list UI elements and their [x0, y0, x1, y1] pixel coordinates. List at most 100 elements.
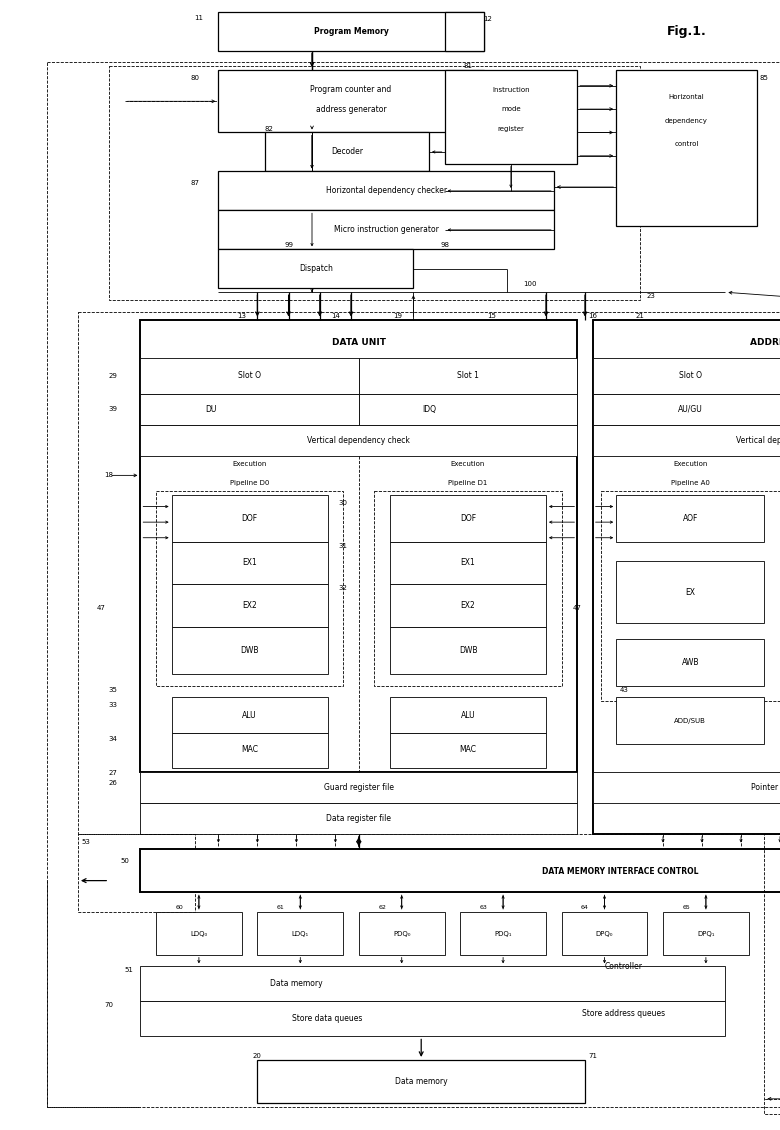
Bar: [663, 912, 749, 955]
Text: Data register file: Data register file: [326, 814, 392, 823]
Text: DOF: DOF: [242, 514, 257, 523]
Bar: [390, 495, 546, 541]
Text: 27: 27: [108, 770, 118, 776]
Bar: [218, 11, 484, 51]
Bar: [172, 627, 328, 675]
Bar: [359, 393, 577, 425]
Text: Micro instruction generator: Micro instruction generator: [334, 225, 438, 234]
Bar: [140, 772, 577, 802]
Text: DPQ₁: DPQ₁: [697, 931, 714, 937]
Bar: [374, 490, 562, 686]
Text: 87: 87: [190, 180, 200, 186]
Text: Slot 1: Slot 1: [457, 371, 479, 380]
Text: MAC: MAC: [241, 745, 258, 754]
Text: 51: 51: [124, 967, 133, 973]
Text: ADDRESS UNIT: ADDRESS UNIT: [750, 338, 780, 347]
Text: 19: 19: [393, 313, 402, 319]
Text: 30: 30: [339, 499, 348, 505]
Text: Program Memory: Program Memory: [314, 27, 388, 36]
Text: address generator: address generator: [316, 105, 386, 114]
Text: Dispatch: Dispatch: [299, 264, 333, 273]
Bar: [78, 312, 780, 834]
Bar: [616, 495, 764, 541]
Text: 71: 71: [588, 1053, 597, 1059]
Text: DATA MEMORY INTERFACE CONTROL: DATA MEMORY INTERFACE CONTROL: [542, 867, 698, 876]
Bar: [172, 495, 328, 541]
Bar: [218, 210, 554, 250]
Text: EX2: EX2: [461, 601, 475, 610]
Text: AOF: AOF: [682, 514, 698, 523]
Text: EX1: EX1: [243, 558, 257, 567]
Bar: [616, 697, 764, 745]
Text: Data memory: Data memory: [395, 1077, 448, 1086]
Text: Execution: Execution: [451, 461, 485, 467]
Text: 13: 13: [237, 313, 246, 319]
Bar: [218, 250, 413, 288]
Text: 18: 18: [105, 472, 114, 478]
Bar: [140, 850, 780, 893]
Bar: [140, 802, 577, 834]
Text: EX: EX: [686, 588, 695, 597]
Text: Pipeline D1: Pipeline D1: [448, 480, 488, 486]
Text: mode: mode: [501, 106, 521, 112]
Text: ADD/SUB: ADD/SUB: [675, 718, 706, 724]
Bar: [593, 320, 780, 834]
Text: Execution: Execution: [673, 461, 707, 467]
Bar: [265, 132, 429, 172]
Text: 82: 82: [264, 125, 274, 131]
Bar: [359, 912, 445, 955]
Text: control: control: [674, 141, 699, 147]
Text: 21: 21: [635, 313, 644, 319]
Text: 50: 50: [120, 858, 129, 864]
Bar: [78, 834, 195, 912]
Bar: [257, 912, 343, 955]
Text: ALU: ALU: [461, 711, 475, 720]
Text: Execution: Execution: [232, 461, 267, 467]
Bar: [593, 393, 780, 425]
Text: 98: 98: [440, 243, 449, 249]
Text: EX2: EX2: [243, 601, 257, 610]
Bar: [390, 627, 546, 675]
Bar: [218, 172, 554, 210]
Bar: [593, 425, 780, 455]
Bar: [616, 70, 757, 226]
Bar: [390, 584, 546, 627]
Text: AU/GU: AU/GU: [678, 405, 703, 414]
Text: 31: 31: [339, 542, 348, 548]
Text: 15: 15: [487, 313, 496, 319]
Text: Guard register file: Guard register file: [324, 783, 394, 792]
Text: 29: 29: [108, 373, 118, 379]
Bar: [156, 912, 242, 955]
Bar: [109, 67, 640, 301]
Bar: [172, 584, 328, 627]
Text: 33: 33: [108, 702, 118, 709]
Text: 53: 53: [82, 838, 90, 844]
Bar: [390, 732, 546, 767]
Text: 81: 81: [463, 63, 473, 69]
Text: DATA UNIT: DATA UNIT: [332, 338, 386, 347]
Text: 12: 12: [483, 17, 492, 23]
Text: Decoder: Decoder: [331, 148, 363, 156]
Text: 63: 63: [480, 905, 488, 911]
Text: Vertical dependency check: Vertical dependency check: [307, 436, 410, 445]
Bar: [460, 912, 546, 955]
Bar: [390, 697, 546, 732]
Bar: [140, 966, 725, 1001]
Text: Horizontal dependency checker: Horizontal dependency checker: [325, 186, 447, 195]
Bar: [140, 1001, 725, 1036]
Text: Slot O: Slot O: [679, 371, 702, 380]
Text: 16: 16: [588, 313, 597, 319]
Bar: [218, 70, 484, 132]
Bar: [140, 320, 577, 772]
Text: DWB: DWB: [240, 646, 259, 655]
Text: Vertical dependency check: Vertical dependency check: [736, 436, 780, 445]
Text: 100: 100: [523, 281, 537, 287]
Text: 99: 99: [284, 243, 293, 249]
Text: Horizontal: Horizontal: [668, 95, 704, 101]
Bar: [764, 834, 780, 1114]
Bar: [593, 358, 780, 393]
Text: dependency: dependency: [665, 118, 707, 124]
Bar: [172, 732, 328, 767]
Text: 61: 61: [277, 905, 285, 911]
Text: 65: 65: [682, 905, 690, 911]
